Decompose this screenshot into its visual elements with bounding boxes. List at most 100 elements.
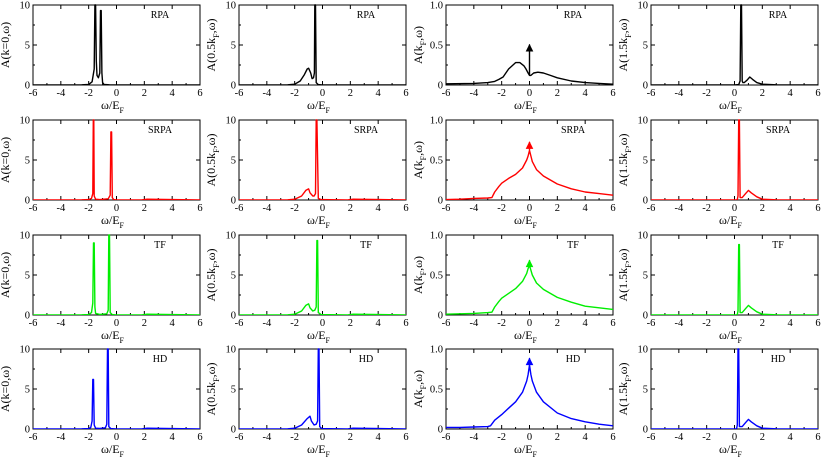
spectral-curve-tf xyxy=(651,243,818,315)
method-tag: TF xyxy=(772,240,784,251)
x-tick-label: -2 xyxy=(702,203,711,214)
panel-frame xyxy=(650,119,819,201)
y-tick-label: 0 xyxy=(231,196,236,207)
x-tick-label: -4 xyxy=(262,203,271,214)
x-tick-label: -2 xyxy=(290,432,299,443)
panel-frame xyxy=(445,119,614,201)
panel-hd-col3: -6 -4 -2 0 2 4 6 0 5 10 ω/EF A(1.5kF,ω) HD xyxy=(616,345,821,458)
y-axis-label: A(1.5kF,ω) xyxy=(616,18,633,71)
x-tick-label: -2 xyxy=(702,88,711,99)
x-tick-label: 4 xyxy=(170,203,176,214)
x-tick-label: 6 xyxy=(197,203,202,214)
y-tick-label: 0 xyxy=(438,81,443,92)
y-axis-label: A(0.5kF,ω) xyxy=(204,248,221,301)
method-tag: SRPA xyxy=(354,125,379,136)
x-tick-label: -4 xyxy=(56,318,65,329)
y-tick-label: 5 xyxy=(231,41,236,52)
x-axis-label: ω/EF xyxy=(514,213,538,230)
x-tick-label: 6 xyxy=(610,88,615,99)
x-tick-label: 6 xyxy=(610,432,615,443)
method-tag: HD xyxy=(771,354,785,365)
x-tick-label: 6 xyxy=(403,88,408,99)
spectral-curve-rpa xyxy=(446,44,613,85)
x-tick-label: -2 xyxy=(84,203,93,214)
y-tick-label: 0 xyxy=(231,425,236,436)
y-axis-label: A(kF,ω) xyxy=(411,256,428,294)
x-tick-label: -6 xyxy=(442,432,451,443)
x-tick-label: -4 xyxy=(262,88,271,99)
x-axis-label: ω/EF xyxy=(101,98,125,115)
x-tick-label: -2 xyxy=(84,318,93,329)
x-tick-label: -6 xyxy=(442,88,451,99)
spectral-curve-rpa xyxy=(33,4,200,85)
spectral-curve-srpa xyxy=(446,141,613,200)
x-tick-label: -4 xyxy=(469,88,478,99)
y-tick-label: 0 xyxy=(438,196,443,207)
y-tick-label: 5 xyxy=(231,156,236,167)
x-tick-label: -4 xyxy=(262,432,271,443)
y-tick-label: 1.0 xyxy=(430,116,443,127)
x-tick-label: -6 xyxy=(235,432,244,443)
delta-peak-arrowhead xyxy=(525,357,534,366)
x-tick-label: 6 xyxy=(815,88,820,99)
y-axis-label: A(k=0,ω) xyxy=(0,252,12,298)
x-tick-label: -2 xyxy=(497,88,506,99)
x-tick-label: -6 xyxy=(29,88,38,99)
x-tick-label: 0 xyxy=(114,88,119,99)
x-tick-label: -4 xyxy=(674,432,683,443)
spectral-curve-rpa xyxy=(651,4,818,85)
spectral-curve-tf xyxy=(33,234,200,315)
y-tick-label: 5 xyxy=(25,41,30,52)
method-tag: HD xyxy=(566,354,580,365)
y-tick-label: 10 xyxy=(638,231,649,242)
panel-frame xyxy=(32,4,201,86)
x-tick-label: 0 xyxy=(527,88,532,99)
x-tick-label: 4 xyxy=(788,432,794,443)
x-tick-label: 2 xyxy=(760,88,765,99)
x-tick-label: -6 xyxy=(647,203,656,214)
x-tick-label: 2 xyxy=(348,318,353,329)
panel-srpa-col0: -6 -4 -2 0 2 4 6 0 5 10 ω/EF A(k=0,ω) SRPA xyxy=(0,116,203,231)
x-tick-label: 4 xyxy=(376,432,382,443)
x-tick-label: -2 xyxy=(290,203,299,214)
x-tick-label: -4 xyxy=(56,432,65,443)
panel-frame xyxy=(238,348,407,430)
x-tick-label: 0 xyxy=(114,432,119,443)
y-tick-label: 0 xyxy=(643,196,648,207)
x-tick-label: 2 xyxy=(760,318,765,329)
x-tick-label: 0 xyxy=(527,432,532,443)
y-axis-label: A(kF,ω) xyxy=(411,141,428,179)
panel-tf-col3: -6 -4 -2 0 2 4 6 0 5 10 ω/EF A(1.5kF,ω) TF xyxy=(616,231,821,346)
x-tick-label: -6 xyxy=(235,318,244,329)
y-axis-label: A(k=0,ω) xyxy=(0,366,12,412)
panel-frame xyxy=(650,348,819,430)
y-tick-label: 0 xyxy=(438,311,443,322)
y-tick-label: 10 xyxy=(20,116,31,127)
spectral-curve-hd xyxy=(33,348,200,429)
x-tick-label: 2 xyxy=(348,203,353,214)
panel-frame xyxy=(650,4,819,86)
y-tick-label: 5 xyxy=(25,271,30,282)
spectral-curve-srpa xyxy=(33,119,200,200)
x-tick-label: -6 xyxy=(235,88,244,99)
y-tick-label: 10 xyxy=(20,345,31,356)
x-tick-label: 6 xyxy=(403,432,408,443)
y-tick-label: 10 xyxy=(20,1,31,12)
y-axis-label: A(0.5kF,ω) xyxy=(204,362,221,415)
x-tick-label: -4 xyxy=(56,88,65,99)
y-tick-label: 1.0 xyxy=(430,345,443,356)
y-tick-label: 5 xyxy=(25,156,30,167)
x-tick-label: 6 xyxy=(197,318,202,329)
x-tick-label: 0 xyxy=(732,318,737,329)
x-tick-label: -2 xyxy=(290,88,299,99)
x-axis-label: ω/EF xyxy=(719,442,743,458)
y-tick-label: 0 xyxy=(25,81,30,92)
x-tick-label: -2 xyxy=(497,432,506,443)
x-axis-label: ω/EF xyxy=(514,328,538,345)
x-tick-label: 0 xyxy=(732,432,737,443)
panel-rpa-col1: -6 -4 -2 0 2 4 6 0 5 10 ω/EF A(0.5kF,ω) RPA xyxy=(204,1,409,116)
spectral-curve-tf xyxy=(239,239,406,315)
x-tick-label: -4 xyxy=(469,318,478,329)
y-tick-label: 0 xyxy=(25,425,30,436)
y-tick-label: 0 xyxy=(643,81,648,92)
